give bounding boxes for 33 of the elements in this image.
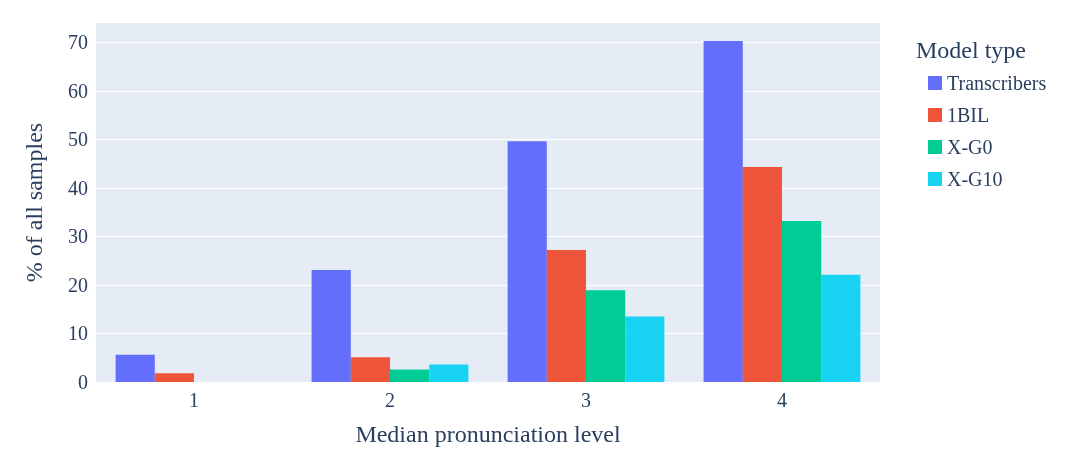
bar <box>115 354 155 382</box>
bar <box>350 357 390 382</box>
y-axis-title: % of all samples <box>21 122 47 283</box>
bar <box>154 373 194 382</box>
y-tick-label: 70 <box>68 31 88 54</box>
y-tick-label: 10 <box>68 322 88 345</box>
y-tick-label: 50 <box>68 128 88 151</box>
legend-label: X-G10 <box>947 168 1003 190</box>
y-tick-label: 60 <box>68 79 88 102</box>
legend-title: Model type <box>916 37 1026 63</box>
y-tick-label: 0 <box>78 371 88 393</box>
y-tick-label: 30 <box>68 225 88 248</box>
bar <box>507 141 547 382</box>
y-tick-label: 20 <box>68 273 88 296</box>
legend-label: 1BIL <box>947 104 990 126</box>
bar <box>311 269 351 382</box>
bar <box>625 316 665 382</box>
bar <box>429 364 469 382</box>
bar <box>703 40 743 382</box>
bar <box>390 369 430 382</box>
x-tick-label: 1 <box>189 389 199 411</box>
x-tick-label: 2 <box>385 389 395 411</box>
bar <box>546 250 586 382</box>
legend-label: X-G0 <box>947 136 993 158</box>
bar <box>782 220 822 382</box>
y-tick-label: 40 <box>68 176 88 199</box>
bar <box>742 167 782 382</box>
x-tick-label: 4 <box>777 389 787 411</box>
bar <box>586 290 626 382</box>
x-tick-label: 3 <box>581 389 591 411</box>
bar <box>821 274 861 382</box>
legend-label: Transcribers <box>947 72 1047 94</box>
x-axis-title: Median pronunciation level <box>355 421 621 447</box>
